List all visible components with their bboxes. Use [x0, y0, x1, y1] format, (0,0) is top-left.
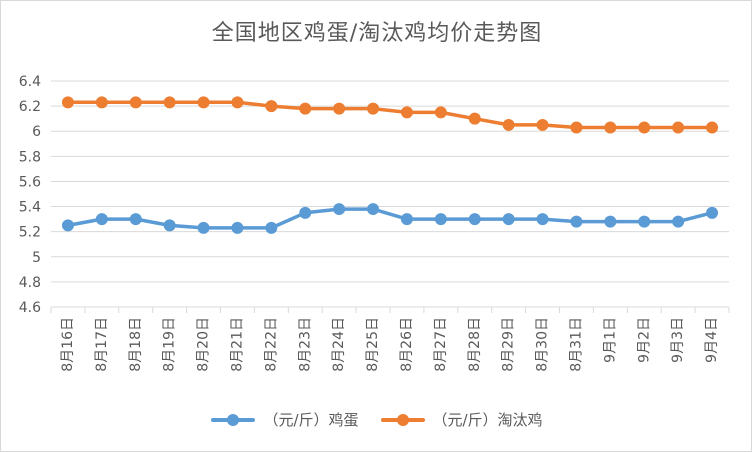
data-point [434, 213, 447, 226]
x-tick-label: 9月1日 [602, 317, 618, 363]
data-point [333, 102, 346, 115]
data-point [367, 203, 380, 216]
data-point [299, 206, 312, 219]
data-point [604, 215, 617, 228]
x-tick-label: 9月3日 [670, 317, 686, 363]
data-point [400, 213, 413, 226]
y-tick-label: 5.2 [19, 225, 41, 241]
data-point [672, 215, 685, 228]
data-point [502, 213, 515, 226]
x-tick-label: 8月22日 [263, 317, 279, 372]
data-point [536, 213, 549, 226]
data-point [468, 112, 481, 125]
data-point [706, 121, 719, 134]
x-tick-label: 8月19日 [162, 317, 178, 372]
x-tick-label: 8月23日 [297, 317, 313, 372]
data-point [197, 96, 210, 109]
data-point [333, 203, 346, 216]
data-point [604, 121, 617, 134]
chart-plot: 4.64.855.25.45.65.866.26.4 8月16日 8月17日 8月1… [19, 74, 730, 372]
data-point [61, 219, 74, 232]
data-point [468, 213, 481, 226]
y-tick-label: 5 [32, 250, 41, 266]
x-tick-label: 8月25日 [365, 317, 381, 372]
data-point [265, 221, 278, 234]
x-tick-label: 8月20日 [196, 317, 212, 372]
data-point [536, 118, 549, 131]
y-tick-label: 5.6 [19, 174, 41, 190]
y-tick-label: 4.8 [19, 275, 41, 291]
y-tick-label: 6.2 [19, 99, 41, 115]
data-point [265, 100, 278, 113]
data-point [163, 219, 176, 232]
data-point [570, 215, 583, 228]
legend-swatch-hen [380, 413, 425, 427]
y-tick-label: 5.4 [19, 200, 41, 216]
data-point [400, 106, 413, 119]
x-tick-label: 8月31日 [568, 317, 584, 372]
x-tick-label: 9月2日 [636, 317, 652, 363]
data-point [231, 96, 244, 109]
x-tick-label: 8月21日 [229, 317, 245, 372]
legend-item-egg: （元/斤）鸡蛋 [211, 409, 359, 430]
data-point [299, 102, 312, 115]
data-point [570, 121, 583, 134]
data-point [129, 96, 142, 109]
legend-label-hen: （元/斤）淘汰鸡 [432, 411, 543, 429]
data-point [638, 121, 651, 134]
y-tick-label: 4.6 [19, 300, 41, 316]
chart-title: 全国地区鸡蛋/淘汰鸡均价走势图 [211, 21, 543, 46]
data-point [706, 206, 719, 219]
x-axis: 8月16日 8月17日 8月18日 8月19日 8月20日 8月21日 8月22日 8月23日… [50, 307, 730, 372]
data-point [672, 121, 685, 134]
legend-item-hen: （元/斤）淘汰鸡 [380, 409, 543, 430]
x-tick-label: 8月28日 [467, 317, 483, 372]
x-tick-label: 8月16日 [60, 317, 76, 372]
x-tick-label: 8月18日 [128, 317, 144, 372]
x-tick-label: 8月27日 [433, 317, 449, 372]
data-point [638, 215, 651, 228]
x-tick-label: 8月17日 [94, 317, 110, 372]
data-point [367, 102, 380, 115]
data-point [231, 221, 244, 234]
data-point [502, 118, 515, 131]
data-point [434, 106, 447, 119]
x-tick-label: 8月29日 [501, 317, 517, 372]
data-point [163, 96, 176, 109]
x-tick-label: 8月26日 [399, 317, 415, 372]
data-point [129, 213, 142, 226]
legend-swatch-egg [211, 413, 256, 427]
legend-label-egg: （元/斤）鸡蛋 [263, 411, 359, 429]
data-point [95, 213, 108, 226]
gridlines [51, 80, 729, 308]
data-point [95, 96, 108, 109]
data-point [197, 221, 210, 234]
y-axis: 4.6 4.8 5 5.2 5.4 5.6 5.8 6 6.2 6.4 [19, 74, 41, 316]
y-tick-label: 6 [32, 124, 41, 140]
data-point [61, 96, 74, 109]
x-tick-label: 8月24日 [331, 317, 347, 372]
y-tick-label: 6.4 [19, 74, 41, 90]
y-tick-label: 5.8 [19, 149, 41, 165]
legend: （元/斤）鸡蛋 （元/斤）淘汰鸡 [1, 409, 752, 430]
x-tick-label: 8月30日 [535, 317, 551, 372]
x-tick-label: 9月4日 [704, 317, 720, 363]
series-layer [61, 96, 719, 234]
